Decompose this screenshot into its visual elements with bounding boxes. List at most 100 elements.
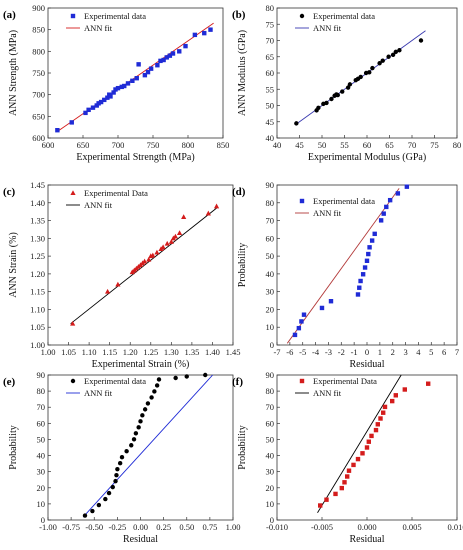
data-point (324, 497, 329, 502)
y-axis-label: Probability (8, 425, 19, 469)
data-point (357, 285, 362, 290)
plot-frame (47, 374, 234, 521)
data-point (111, 90, 116, 95)
x-tick-label: -0.75 (62, 522, 80, 532)
x-tick-label: 1.05 (61, 347, 76, 357)
plot-frame (276, 184, 458, 346)
data-point (105, 288, 111, 294)
fit-line (317, 374, 402, 513)
data-point (170, 51, 176, 56)
data-point (378, 218, 384, 223)
data-point (192, 32, 198, 38)
data-point (345, 85, 351, 90)
data-point (125, 81, 131, 86)
legend-marker (299, 378, 305, 384)
data-point (381, 410, 386, 415)
data-point (96, 101, 101, 106)
y-tick-label: 60 (266, 418, 275, 428)
legend-label: ANN fit (313, 23, 342, 33)
x-tick-label: 650 (77, 140, 90, 150)
data-point (345, 474, 350, 479)
data-point (292, 332, 298, 338)
chart-panel: -0.010 -0.005 0.000 0.005 0.010 0 10 20 30 40 50 60… (232, 370, 463, 545)
data-point (367, 245, 372, 250)
x-tick-label: 5 (429, 347, 433, 357)
data-point (324, 100, 329, 106)
y-axis-label: ANN Modulus (GPa) (237, 30, 248, 116)
data-point (390, 398, 395, 404)
panel-label: (d) (232, 186, 246, 198)
x-tick-label: 2 (391, 347, 395, 357)
y-tick-label: 1.35 (30, 216, 45, 226)
data-point (176, 230, 183, 235)
data-point (172, 233, 179, 239)
data-point (205, 210, 211, 216)
data-point (366, 439, 371, 444)
y-tick-label: 900 (32, 3, 45, 13)
y-tick-label: 20 (37, 483, 46, 493)
x-tick-label: 6 (442, 347, 446, 357)
data-point (316, 105, 321, 110)
data-point (136, 425, 141, 430)
x-tick-label: -7 (273, 347, 280, 357)
y-tick-label: 40 (266, 269, 275, 279)
legend-label: Experimental Data (313, 376, 377, 386)
x-tick-label: 850 (217, 140, 230, 150)
data-point (342, 480, 347, 485)
legend-label: Experimental data (84, 376, 146, 386)
x-tick-label: -2 (338, 347, 345, 357)
y-tick-label: 80 (266, 198, 275, 208)
x-tick-label: 0.00 (133, 522, 148, 532)
y-tick-label: 50 (266, 251, 275, 261)
x-tick-label: 3 (403, 347, 407, 357)
y-tick-label: 700 (32, 90, 45, 100)
data-point (124, 449, 129, 454)
x-tick-label: 40 (273, 140, 282, 150)
y-tick-label: 90 (37, 370, 46, 380)
y-tick-label: 55 (266, 84, 275, 94)
legend-label: ANN fit (84, 23, 113, 33)
data-point (397, 48, 402, 53)
data-point (177, 49, 182, 54)
y-tick-label: 50 (266, 434, 275, 444)
y-tick-label: 70 (266, 216, 275, 226)
data-point (146, 256, 152, 262)
x-axis-label: Experimental Strain (%) (92, 359, 190, 370)
x-tick-label: 0.010 (447, 522, 463, 532)
x-axis-label: Residual (350, 359, 385, 370)
data-point (164, 55, 169, 60)
data-point (136, 62, 141, 67)
data-point (294, 121, 299, 126)
y-tick-label: 600 (32, 133, 45, 143)
data-point (117, 460, 123, 466)
data-point (167, 53, 173, 58)
data-point (160, 244, 166, 250)
data-point (213, 203, 220, 209)
data-point (154, 249, 160, 255)
data-point (340, 89, 345, 94)
x-tick-label: -6 (286, 347, 293, 357)
data-point (82, 513, 88, 518)
x-tick-label: 55 (340, 140, 349, 150)
panel-label: (e) (3, 376, 16, 388)
legend-marker (70, 13, 76, 19)
data-point (402, 387, 407, 392)
data-point (329, 96, 334, 102)
y-tick-label: 30 (37, 467, 46, 477)
data-point (154, 383, 160, 388)
x-tick-label: 1.00 (41, 347, 56, 357)
y-tick-label: 80 (37, 386, 46, 396)
x-tick-label: 1.20 (123, 347, 138, 357)
data-point (83, 110, 88, 116)
x-tick-label: 0.000 (357, 522, 376, 532)
x-tick-label: 0.75 (202, 522, 217, 532)
y-tick-label: 50 (266, 101, 275, 111)
data-point (335, 92, 340, 98)
y-tick-label: 60 (266, 68, 275, 78)
y-tick-label: 850 (32, 25, 45, 35)
x-tick-label: 80 (453, 140, 462, 150)
data-point (90, 508, 95, 514)
data-point (369, 433, 374, 439)
y-tick-label: 1.15 (30, 287, 45, 297)
